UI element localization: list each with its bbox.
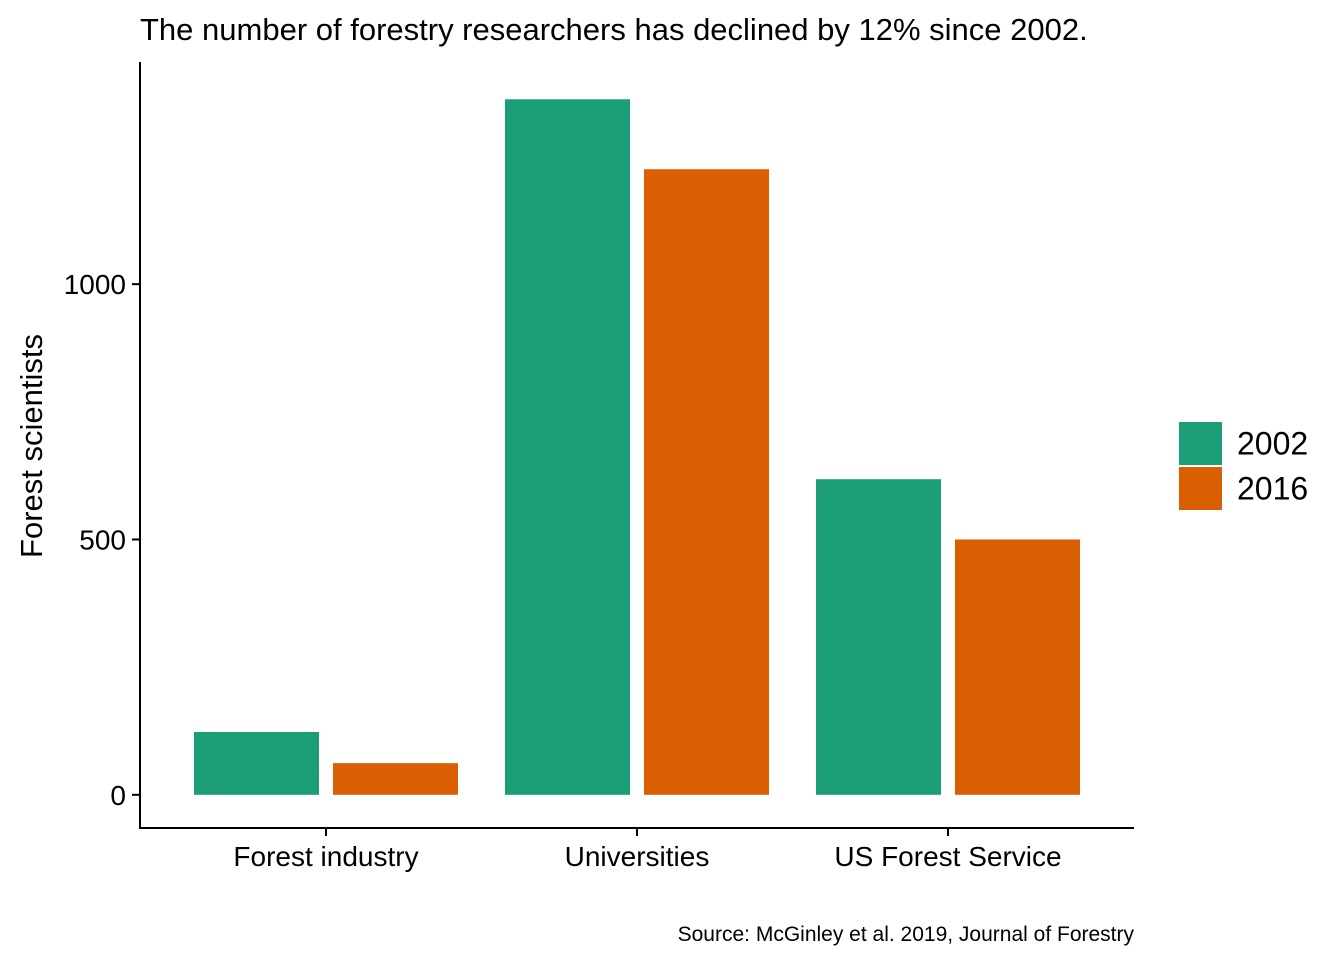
x-tick-label: US Forest Service: [834, 841, 1061, 872]
bar-2016-0: [333, 763, 458, 795]
y-axis-title: Forest scientists: [14, 334, 49, 558]
legend-swatch-2002: [1179, 422, 1222, 465]
y-axis-ticks: 0 500 1000: [64, 269, 140, 811]
bar-2002-1: [505, 99, 630, 795]
x-axis-ticks: Forest industry Universities US Forest Ser…: [233, 828, 1062, 872]
x-tick-label: Forest industry: [233, 841, 418, 872]
legend-label-2002: 2002: [1237, 426, 1308, 462]
y-tick-label: 0: [110, 780, 126, 811]
bar-2016-2: [955, 539, 1080, 795]
legend-swatch-2016: [1179, 467, 1222, 510]
plot-area: [194, 99, 1080, 795]
y-tick-label: 1000: [64, 269, 126, 300]
bar-2002-0: [194, 731, 319, 795]
legend: 2002 2016: [1179, 422, 1308, 510]
x-tick-label: Universities: [565, 841, 710, 872]
legend-label-2016: 2016: [1237, 471, 1308, 507]
bar-2016-1: [644, 169, 769, 795]
bar-2002-2: [816, 479, 941, 795]
chart-caption: Source: McGinley et al. 2019, Journal of…: [678, 923, 1135, 946]
y-tick-label: 500: [79, 524, 126, 555]
chart-title: The number of forestry researchers has d…: [140, 12, 1088, 47]
